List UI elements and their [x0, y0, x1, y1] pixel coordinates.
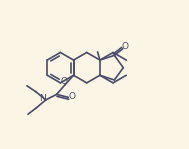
Text: O: O: [61, 77, 68, 86]
Text: O: O: [68, 92, 75, 101]
Text: O: O: [122, 42, 129, 51]
Text: N: N: [39, 94, 46, 103]
